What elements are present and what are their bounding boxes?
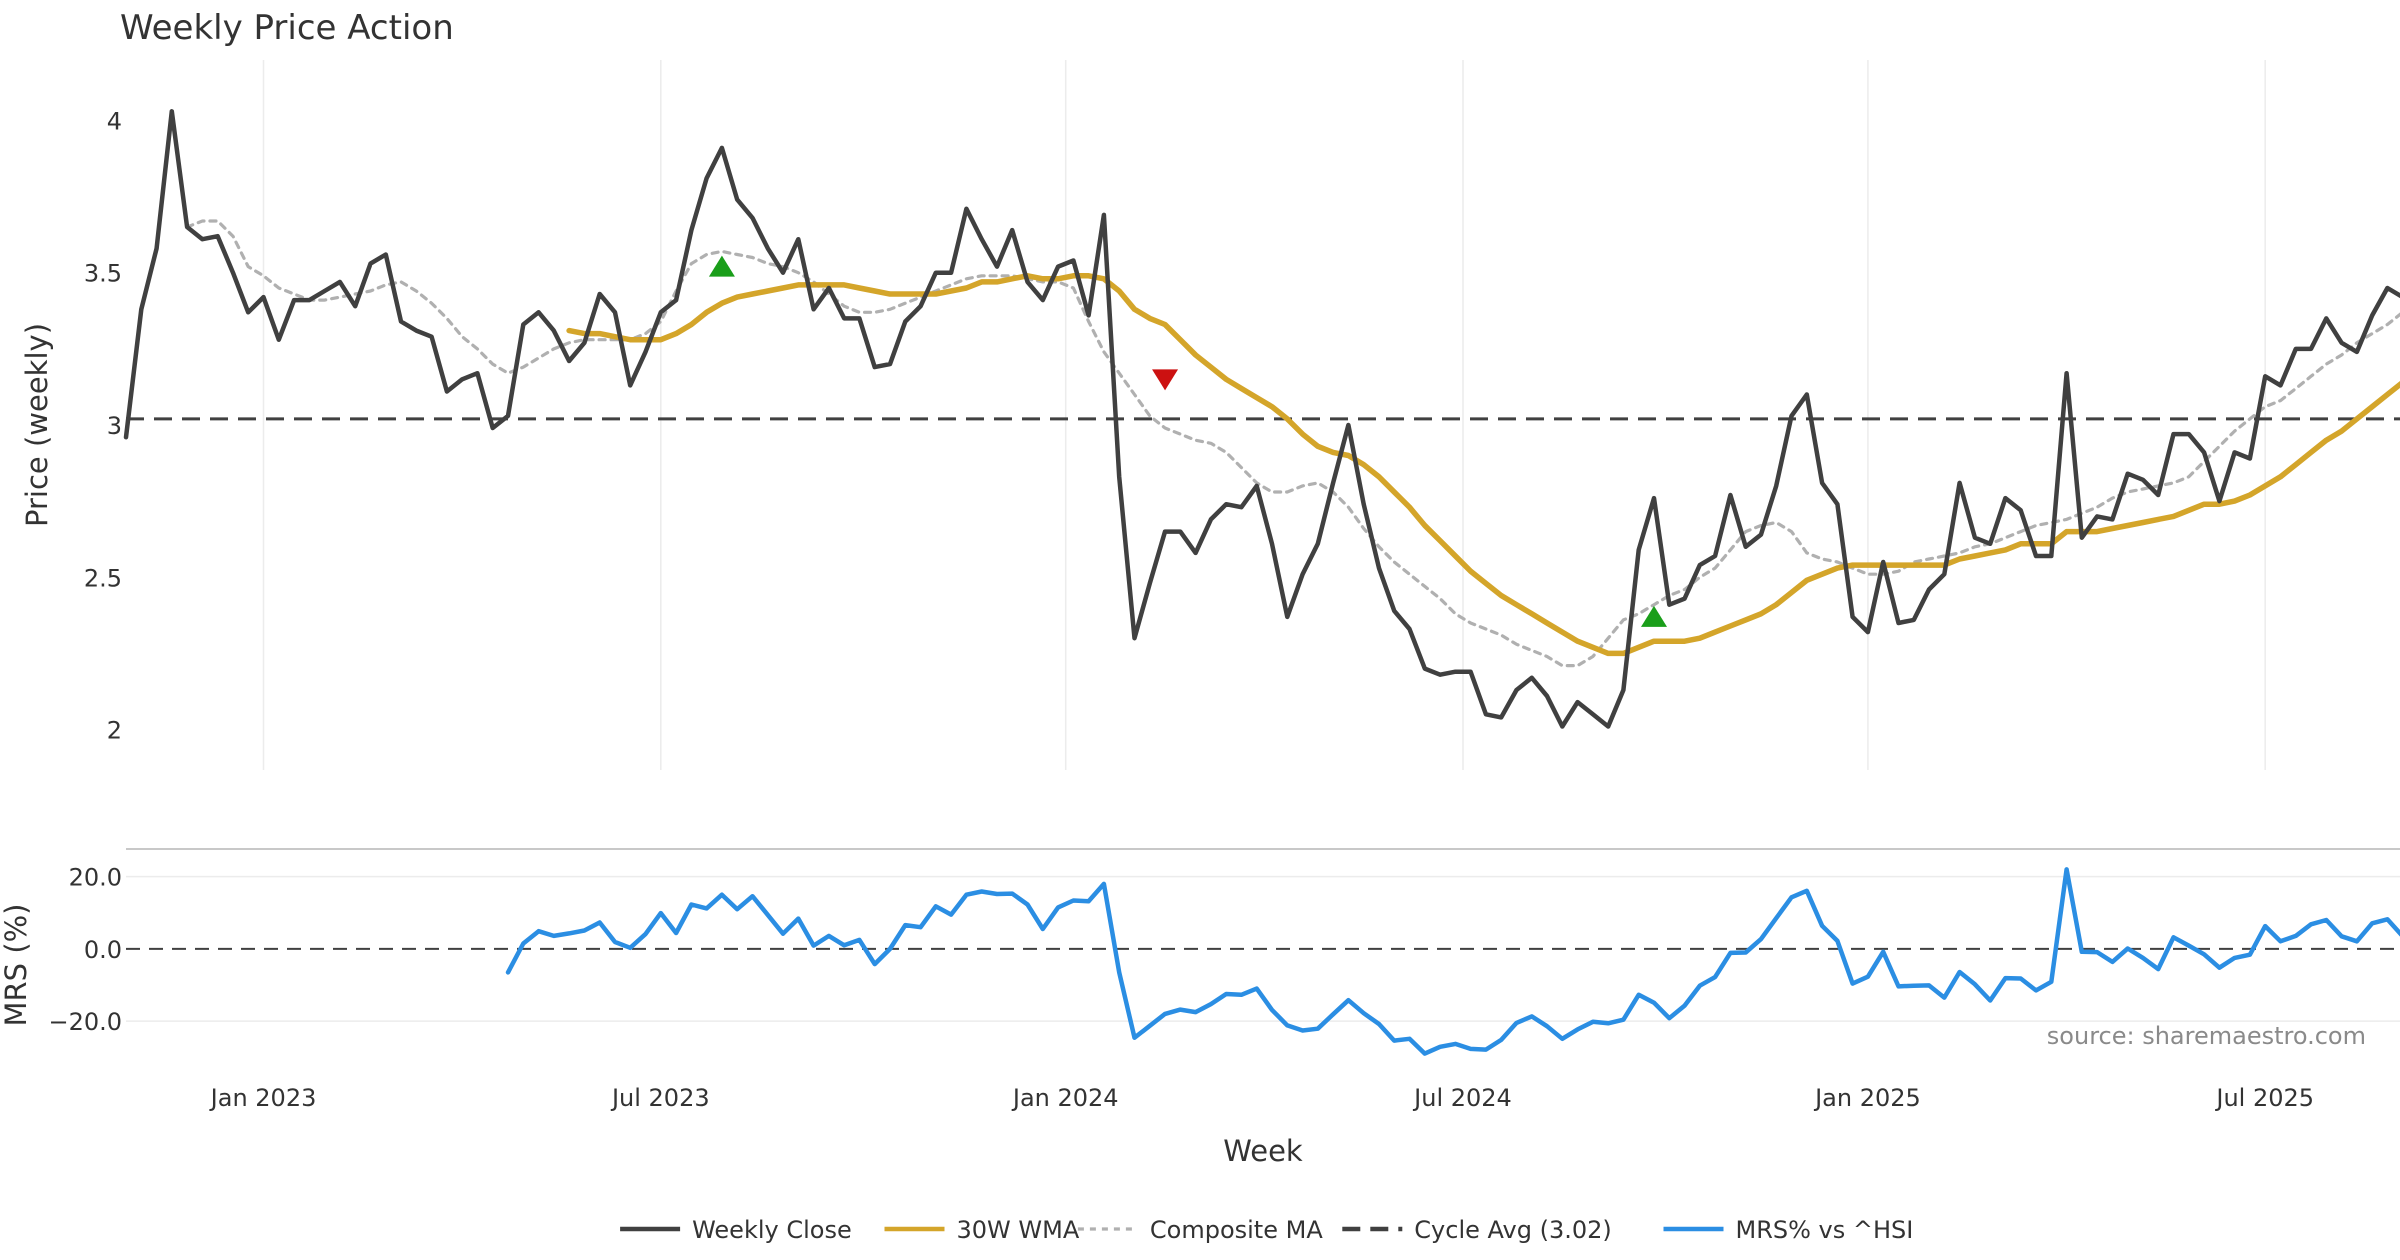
legend-item-cycle-avg-3-02: Cycle Avg (3.02) xyxy=(1342,1216,1612,1244)
price-y-tick-label: 2.5 xyxy=(84,564,122,592)
legend-item-30w-wma: 30W WMA xyxy=(884,1216,1080,1244)
x-tick-label: Jul 2024 xyxy=(1412,1084,1512,1112)
price-y-axis-title: Price (weekly) xyxy=(20,323,54,527)
x-tick-label: Jan 2023 xyxy=(209,1084,317,1112)
legend-item-weekly-close: Weekly Close xyxy=(620,1216,852,1244)
buy-signal-marker xyxy=(1641,605,1667,627)
mrs-panel: 20.0 0.0 −20.0 MRS (%) source: sharemaestr… xyxy=(0,848,2400,1056)
legend-item-mrs-vs-hsi: MRS% vs ^HSI xyxy=(1663,1216,1914,1244)
price-y-tick-label: 3.5 xyxy=(84,260,122,288)
price-y-tick-label: 2 xyxy=(107,717,122,745)
x-tick-label: Jan 2025 xyxy=(1813,1084,1921,1112)
series-line-composite-ma xyxy=(185,219,2400,668)
legend-label: Weekly Close xyxy=(692,1216,852,1244)
legend-item-composite-ma: Composite MA xyxy=(1077,1216,1323,1244)
x-tick-label: Jul 2023 xyxy=(610,1084,710,1112)
x-axis-title: Week xyxy=(1223,1134,1303,1168)
mrs-y-tick-label: 20.0 xyxy=(69,864,122,892)
mrs-y-tick-label: −20.0 xyxy=(48,1008,122,1036)
price-y-tick-label: 4 xyxy=(107,107,122,135)
price-gridlines xyxy=(262,60,2266,770)
chart-title: Weekly Price Action xyxy=(120,8,454,48)
x-tick-label: Jan 2024 xyxy=(1011,1084,1119,1112)
price-y-tick-label: 3 xyxy=(107,412,122,440)
legend: Weekly Close 30W WMA Composite MA Cycle Avg… xyxy=(620,1216,1913,1244)
buy-signal-marker xyxy=(708,255,735,277)
x-tick-label: Jul 2025 xyxy=(2214,1084,2314,1112)
legend-label: Composite MA xyxy=(1150,1216,1323,1244)
mrs-y-ticks: 20.0 0.0 −20.0 xyxy=(48,864,122,1036)
legend-label: 30W WMA xyxy=(957,1216,1080,1244)
price-y-ticks: 2 2.5 3 3.5 4 xyxy=(84,107,122,744)
price-panel: 2 2.5 3 3.5 4 Price (weekly) xyxy=(20,60,2400,770)
legend-label: MRS% vs ^HSI xyxy=(1736,1216,1914,1244)
series-line-weekly-close xyxy=(123,109,2400,729)
mrs-gridlines xyxy=(126,875,2400,1022)
mrs-y-tick-label: 0.0 xyxy=(84,936,122,964)
x-ticks: Jan 2023 Jul 2023 Jan 2024 Jul 2024 Jan 2025… xyxy=(209,1084,2314,1112)
sell-signal-marker xyxy=(1152,369,1179,391)
series-line-30w-wma xyxy=(566,273,2400,657)
mrs-y-axis-title: MRS (%) xyxy=(0,904,33,1027)
series-line-mrs-vs-hsi xyxy=(505,867,2400,1056)
source-note: source: sharemaestro.com xyxy=(2047,1022,2366,1050)
legend-label: Cycle Avg (3.02) xyxy=(1414,1216,1611,1244)
